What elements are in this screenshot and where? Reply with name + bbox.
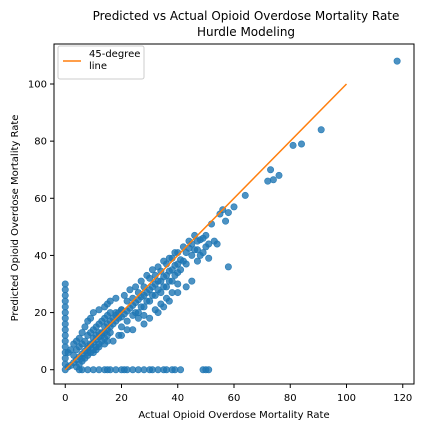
chart-title-line-1: Predicted vs Actual Opioid Overdose Mort…: [93, 9, 400, 23]
scatter-point-96: [123, 326, 131, 334]
x-tick-label-5: 100: [337, 393, 356, 404]
scatter-point-236: [120, 291, 128, 299]
scatter-point-104: [101, 303, 109, 311]
scatter-point-225: [118, 323, 126, 331]
scatter-point-12: [224, 209, 232, 217]
scatter-point-239: [137, 277, 145, 285]
y-tick-label-0: 0: [41, 365, 47, 376]
scatter-point-198: [70, 351, 78, 359]
scatter-point-160: [123, 297, 131, 305]
scatter-point-230: [146, 297, 154, 305]
scatter-point-74: [188, 277, 196, 285]
y-tick-label-4: 80: [34, 137, 47, 148]
scatter-point-234: [168, 277, 176, 285]
scatter-point-154: [177, 366, 185, 374]
scatter-point-219: [92, 346, 100, 354]
x-tick-label-4: 80: [284, 393, 297, 404]
y-tick-label-1: 20: [34, 308, 47, 319]
scatter-point-80: [146, 314, 154, 322]
scatter-point-3: [289, 141, 297, 149]
scatter-point-243: [160, 257, 168, 265]
x-tick-label-3: 60: [228, 393, 241, 404]
chart-title-line-2: Hurdle Modeling: [197, 25, 295, 39]
scatter-point-89: [174, 280, 182, 288]
scatter-point-4: [275, 171, 283, 179]
x-tick-label-1: 20: [115, 393, 128, 404]
scatter-point-241: [148, 266, 156, 274]
scatter-point-0: [393, 57, 401, 65]
y-axis-label: Predicted Opioid Overdose Mortality Rate: [10, 115, 21, 322]
scatter-point-109: [81, 323, 89, 331]
scatter-point-91: [163, 294, 171, 302]
scatter-point-22: [182, 249, 190, 257]
scatter-point-75: [182, 283, 190, 291]
scatter-point-224: [106, 329, 114, 337]
scatter-point-8: [241, 191, 249, 199]
y-tick-label-5: 100: [28, 80, 47, 91]
scatter-point-105: [95, 306, 103, 314]
scatter-point-226: [123, 317, 131, 325]
scatter-point-227: [129, 311, 137, 319]
scatter-point-102: [106, 297, 114, 305]
scatter-point-233: [163, 283, 171, 291]
scatter-point-70: [196, 251, 204, 259]
forty-five-degree-line: [64, 83, 348, 371]
scatter-point-108: [84, 317, 92, 325]
legend: 45-degree line: [57, 45, 145, 80]
scatter-point-157: [205, 366, 213, 374]
scatter-point-90: [168, 289, 176, 297]
scatter-point-9: [230, 203, 238, 211]
scatter-point-5: [267, 166, 275, 174]
scatter-point-18: [193, 237, 201, 245]
scatter-point-7: [269, 176, 277, 184]
scatter-point-13: [222, 217, 230, 225]
scatter-point-73: [224, 263, 232, 271]
scatter-point-235: [174, 269, 182, 277]
scatter-point-2: [297, 140, 305, 148]
scatter-point-67: [205, 240, 213, 248]
scatter-point-202: [81, 337, 89, 345]
scatter-point-211: [106, 309, 114, 317]
scatter-point-229: [140, 303, 148, 311]
legend-box: [57, 45, 145, 80]
scatter-point-93: [151, 306, 159, 314]
legend-label-line-1: 45-degree: [89, 49, 140, 60]
scatter-point-72: [193, 257, 201, 265]
scatter-point-1: [317, 126, 325, 134]
x-tick-label-0: 0: [62, 393, 68, 404]
scatter-point-237: [126, 286, 134, 294]
x-tick-label-2: 40: [171, 393, 184, 404]
scatter-point-71: [205, 254, 213, 262]
scatter-point-113: [70, 340, 78, 348]
scatter-point-131: [61, 280, 69, 288]
y-tick-label-2: 40: [34, 251, 47, 262]
scatter-point-238: [132, 283, 140, 291]
scatter-point-97: [115, 331, 123, 339]
legend-label-line-2: line: [89, 61, 107, 72]
scatter-point-184: [193, 246, 201, 254]
scatter-point-106: [89, 309, 97, 317]
scatter-point-232: [157, 289, 165, 297]
scatter-point-228: [134, 309, 142, 317]
plot-area: 0 20 40 60 80 100 120 0 20 40 60 80 100: [28, 43, 415, 404]
scatter-point-11: [216, 210, 224, 218]
scatter-point-81: [140, 320, 148, 328]
scatter-point-231: [151, 291, 159, 299]
scatter-point-240: [143, 271, 151, 279]
scatter-point-69: [213, 240, 221, 248]
scatter-point-244: [165, 254, 173, 262]
x-tick-label-6: 120: [393, 393, 412, 404]
scatter-point-92: [157, 300, 165, 308]
scatter-point-94: [140, 311, 148, 319]
scatter-point-183: [188, 251, 196, 259]
scatter-point-110: [78, 329, 86, 337]
x-axis-label: Actual Opioid Overdose Mortality Rate: [138, 410, 329, 421]
scatter-point-103: [112, 294, 120, 302]
scatter-point-242: [154, 263, 162, 271]
scatter-point-182: [182, 260, 190, 268]
scatter-point-245: [171, 249, 179, 257]
y-tick-label-3: 60: [34, 194, 47, 205]
